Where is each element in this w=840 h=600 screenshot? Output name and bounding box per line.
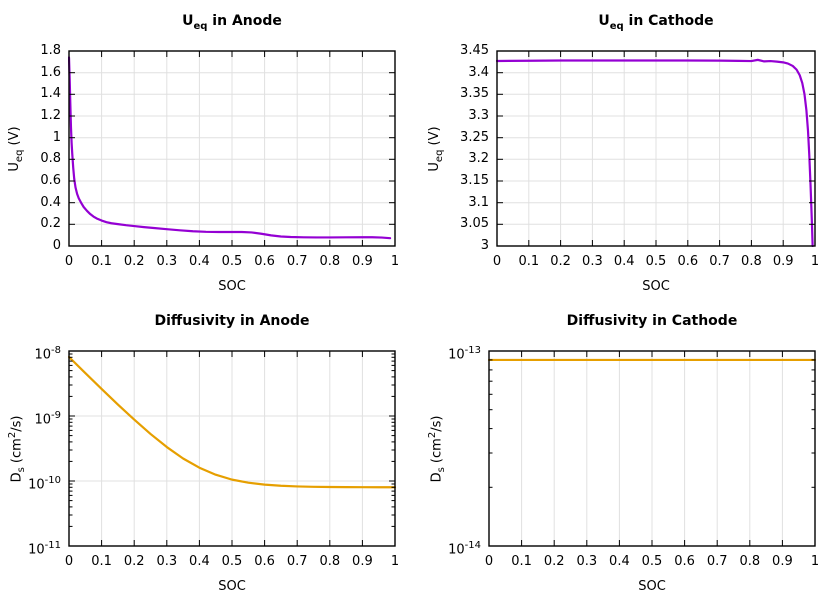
x-tick-label: 0 xyxy=(492,254,502,269)
curve-ueq-anode xyxy=(68,56,392,240)
x-tick-label: 0.3 xyxy=(156,254,178,269)
curve-ds-anode xyxy=(68,355,396,489)
x-tick-label: 0.7 xyxy=(286,554,308,569)
plot-title: Diffusivity in Anode xyxy=(154,313,310,329)
x-tick-label: 0 xyxy=(64,254,74,269)
x-tick-label: 0.4 xyxy=(613,254,635,269)
x-tick-label: 0.7 xyxy=(706,554,728,569)
plot-title: Ueq in Anode xyxy=(182,13,282,32)
y-tick-label: 3.4 xyxy=(468,64,489,80)
x-tick-label: 1 xyxy=(810,254,820,269)
x-tick-label: 1 xyxy=(810,554,820,569)
y-tick-label: 3.35 xyxy=(460,86,489,102)
y-tick-label: 10-14 xyxy=(448,540,481,558)
y-tick-label: 3.25 xyxy=(460,129,489,145)
x-axis-label: SOC xyxy=(642,279,670,294)
x-tick-label: 0.6 xyxy=(674,554,695,569)
y-tick-label: 3 xyxy=(480,238,489,253)
y-tick-label: 10-9 xyxy=(34,410,61,428)
plot-canvas-ds-cathode xyxy=(488,350,816,547)
y-tick-label: 3.2 xyxy=(468,151,489,167)
tick-marks xyxy=(488,350,816,547)
y-tick-label: 1 xyxy=(52,129,61,145)
y-tick-label: 1.2 xyxy=(40,108,61,123)
x-tick-label: 0.9 xyxy=(352,554,373,569)
subplot-ds-cathode: Diffusivity in Cathode Ds (cm2/s) SOC 0 0.1 0… xyxy=(420,300,840,600)
curve-ueq-cathode xyxy=(496,58,814,247)
x-tick-label: 0.1 xyxy=(91,554,112,569)
tick-marks xyxy=(68,350,396,547)
x-tick-label: 0.3 xyxy=(156,554,178,569)
y-tick-label: 3.45 xyxy=(460,43,489,58)
y-tick-label: 1.6 xyxy=(40,64,61,80)
x-tick-label: 0.5 xyxy=(641,554,663,569)
y-tick-label: 0.6 xyxy=(40,173,61,188)
x-tick-label: 0.3 xyxy=(576,554,598,569)
x-tick-label: 0.7 xyxy=(286,254,308,269)
x-tick-label: 0.5 xyxy=(221,554,243,569)
x-tick-label: 0 xyxy=(64,554,74,569)
tick-marks xyxy=(68,50,396,247)
y-tick-label: 10-13 xyxy=(448,345,481,363)
x-tick-label: 0.7 xyxy=(709,254,730,269)
x-tick-label: 0.1 xyxy=(511,554,532,569)
y-tick-label: 3.3 xyxy=(468,108,489,123)
x-axis-label: SOC xyxy=(218,279,246,294)
grid-lines xyxy=(68,50,396,247)
y-tick-label: 10-8 xyxy=(34,345,61,363)
x-tick-label: 0.6 xyxy=(254,254,275,269)
y-tick-label: 3.15 xyxy=(460,173,489,188)
x-tick-label: 0.2 xyxy=(123,554,145,569)
plot-canvas-ds-anode xyxy=(68,350,396,547)
y-tick-label: 10-11 xyxy=(28,540,61,558)
x-tick-label: 0.8 xyxy=(739,554,761,569)
y-tick-label: 0.8 xyxy=(40,151,61,167)
x-tick-label: 0.8 xyxy=(319,554,341,569)
y-axis-label: Ds (cm2/s) xyxy=(427,415,447,482)
x-axis-label: SOC xyxy=(218,579,246,594)
x-tick-label: 0.6 xyxy=(677,254,699,269)
y-tick-label: 3.05 xyxy=(460,216,489,232)
x-tick-label: 0.5 xyxy=(645,254,667,269)
x-tick-label: 0.4 xyxy=(189,254,210,269)
x-tick-label: 0.8 xyxy=(319,254,341,269)
x-tick-label: 0 xyxy=(484,554,494,569)
y-tick-label: 1.8 xyxy=(40,43,61,58)
x-tick-label: 0.1 xyxy=(91,254,112,269)
x-axis-label: SOC xyxy=(638,579,666,594)
plot-canvas-ueq-cathode xyxy=(496,50,816,247)
y-tick-label: 0.4 xyxy=(40,194,61,210)
y-tick-label: 0 xyxy=(52,238,61,253)
plot-title: Ueq in Cathode xyxy=(598,13,714,32)
subplot-ueq-cathode: Ueq in Cathode Ueq (V) SOC 0 0.1 0.2 0.3 0.4 0.5… xyxy=(420,0,840,300)
x-tick-label: 0.2 xyxy=(550,254,571,269)
grid-lines xyxy=(488,350,816,547)
x-tick-label: 0.2 xyxy=(543,554,565,569)
x-tick-label: 0.9 xyxy=(772,554,793,569)
x-tick-label: 0.4 xyxy=(609,554,630,569)
grid-lines xyxy=(496,50,816,247)
y-tick-label: 1.4 xyxy=(40,86,61,102)
x-tick-label: 0.9 xyxy=(352,254,373,269)
x-tick-label: 0.8 xyxy=(741,254,762,269)
x-tick-label: 1 xyxy=(390,254,400,269)
x-tick-label: 0.6 xyxy=(254,554,275,569)
x-tick-label: 0.3 xyxy=(582,254,603,269)
x-tick-label: 0.2 xyxy=(123,254,145,269)
x-tick-label: 0.5 xyxy=(221,254,243,269)
x-tick-label: 0.1 xyxy=(518,254,540,269)
plot-title: Diffusivity in Cathode xyxy=(566,313,738,329)
x-tick-label: 0.9 xyxy=(772,254,794,269)
y-tick-label: 3.1 xyxy=(468,194,489,210)
tick-marks xyxy=(496,50,816,247)
x-tick-label: 0.4 xyxy=(189,554,210,569)
y-tick-label: 10-10 xyxy=(28,475,61,493)
subplot-ds-anode: Diffusivity in Anode Ds (cm2/s) SOC 0 0.1 0.2… xyxy=(0,300,420,600)
x-tick-label: 1 xyxy=(390,554,400,569)
plot-canvas-ueq-anode xyxy=(68,50,396,247)
y-tick-label: 0.2 xyxy=(40,216,61,232)
subplot-ueq-anode: Ueq in Anode Ueq (V) SOC 0 0.1 0.2 0.3 0.4 0.5 0.… xyxy=(0,0,420,300)
grid-lines xyxy=(68,350,396,547)
